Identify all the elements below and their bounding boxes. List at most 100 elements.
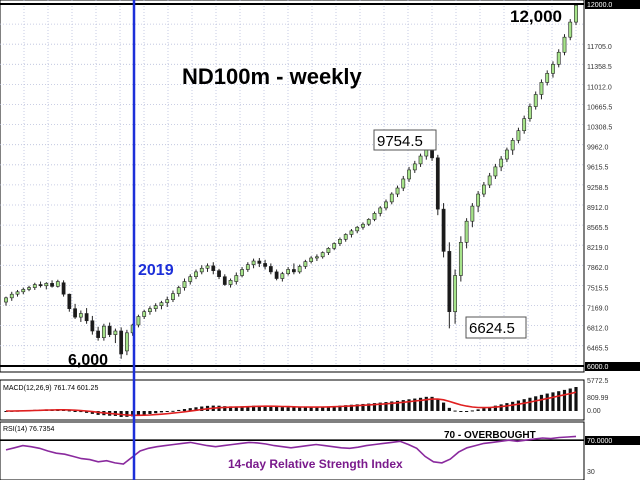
- macd-bar: [332, 406, 336, 411]
- rsi-label: RSI(14) 76.7354: [3, 426, 54, 433]
- candle-up: [516, 130, 521, 141]
- macd-bar: [73, 411, 77, 412]
- macd-bar: [159, 411, 164, 413]
- macd-bar: [165, 411, 169, 412]
- candlestick-series: [4, 4, 578, 359]
- candle-down: [96, 330, 101, 338]
- candle-up: [27, 287, 31, 290]
- macd-bar: [378, 402, 382, 411]
- macd-bar: [545, 393, 549, 411]
- macd-bar: [436, 399, 440, 411]
- macd-bar: [257, 405, 261, 411]
- macd-bar: [85, 411, 89, 413]
- candle-down: [217, 270, 221, 278]
- candle-down: [222, 276, 227, 285]
- macd-bar: [390, 401, 394, 411]
- candle-up: [320, 252, 325, 258]
- candle-down: [435, 157, 440, 210]
- candle-up: [562, 36, 567, 53]
- macd-bar: [154, 411, 158, 414]
- price-tick-highlight: [585, 362, 640, 371]
- macd-bar: [557, 391, 561, 411]
- candle-up: [533, 94, 538, 107]
- candle-up: [551, 64, 555, 74]
- level-low-label: 6,000: [68, 352, 108, 369]
- candle-up: [171, 293, 175, 300]
- macd-bar: [476, 409, 480, 411]
- macd-bar: [534, 396, 538, 411]
- price-tick-label: 6000.0: [587, 364, 609, 371]
- candle-up: [234, 275, 239, 282]
- candle-up: [205, 265, 210, 269]
- candle-down: [441, 208, 446, 252]
- candle-up: [240, 269, 244, 276]
- candle-up: [297, 266, 302, 273]
- rsi-series: [0, 435, 584, 465]
- macd-bar: [188, 408, 192, 411]
- price-tick-label: 11012.0: [587, 84, 612, 91]
- candle-up: [153, 305, 158, 309]
- price-tick-label: 7515.5: [587, 285, 609, 292]
- price-tick-label: 11705.0: [587, 44, 612, 51]
- macd-tick-top: 809.99: [587, 395, 609, 402]
- price-tick-label: 9615.5: [587, 165, 609, 172]
- candle-down: [50, 283, 54, 287]
- macd-bar: [459, 411, 463, 412]
- trough-label-box: [465, 316, 527, 339]
- macd-bar: [171, 410, 175, 412]
- candle-up: [407, 169, 411, 180]
- candle-up: [78, 313, 83, 318]
- macd-bar: [182, 409, 187, 411]
- rsi-caption: 14-day Relative Strength Index: [228, 457, 403, 471]
- candle-up: [372, 213, 377, 220]
- macd-bar: [551, 392, 555, 411]
- rsi-tick-30: 30: [587, 469, 595, 476]
- macd-bar: [367, 403, 371, 411]
- price-tick-label: 6812.0: [587, 326, 609, 333]
- candle-up: [401, 178, 406, 189]
- macd-bar: [298, 407, 302, 411]
- macd-bar: [355, 404, 359, 411]
- macd-bar: [372, 403, 377, 411]
- candle-up: [182, 281, 187, 288]
- candle-up: [539, 82, 544, 95]
- macd-bar: [142, 411, 146, 415]
- macd-bar: [470, 410, 474, 412]
- peak-label-box: [373, 129, 437, 151]
- price-tick-label: 10665.5: [587, 104, 612, 111]
- price-axis: 12000.0 11705.0 11358.5 11012.0 10665.5 10308…: [585, 0, 640, 385]
- candle-up: [309, 257, 314, 262]
- macd-bar: [493, 405, 497, 411]
- candle-up: [326, 248, 331, 253]
- candle-up: [568, 21, 573, 38]
- macd-bar: [148, 411, 152, 414]
- macd-bar: [441, 402, 446, 411]
- macd-bar: [511, 401, 515, 411]
- candle-up: [136, 316, 141, 326]
- macd-bar: [568, 388, 572, 411]
- candle-up: [458, 242, 463, 276]
- candle-down: [291, 269, 296, 273]
- macd-bar: [338, 405, 342, 411]
- candle-up: [361, 223, 365, 228]
- candle-up: [21, 289, 26, 293]
- macd-bar: [125, 411, 129, 417]
- rsi-line: [5, 435, 577, 465]
- candle-up: [194, 271, 198, 278]
- candle-up: [280, 273, 285, 279]
- macd-bar: [488, 406, 492, 411]
- macd-bar: [344, 405, 348, 411]
- candle-up: [228, 280, 233, 285]
- candle-up: [315, 256, 319, 259]
- price-tick-label: 11358.5: [587, 64, 612, 71]
- price-tick-label: 5772.5: [587, 378, 609, 385]
- macd-bar: [269, 406, 273, 411]
- rsi-tick-70: 70.0000: [587, 438, 612, 445]
- candle-up: [545, 73, 550, 83]
- candle-up: [470, 205, 475, 222]
- candle-up: [481, 184, 486, 195]
- rsi-tick-70-bg: [585, 436, 640, 445]
- candle-up: [418, 155, 423, 165]
